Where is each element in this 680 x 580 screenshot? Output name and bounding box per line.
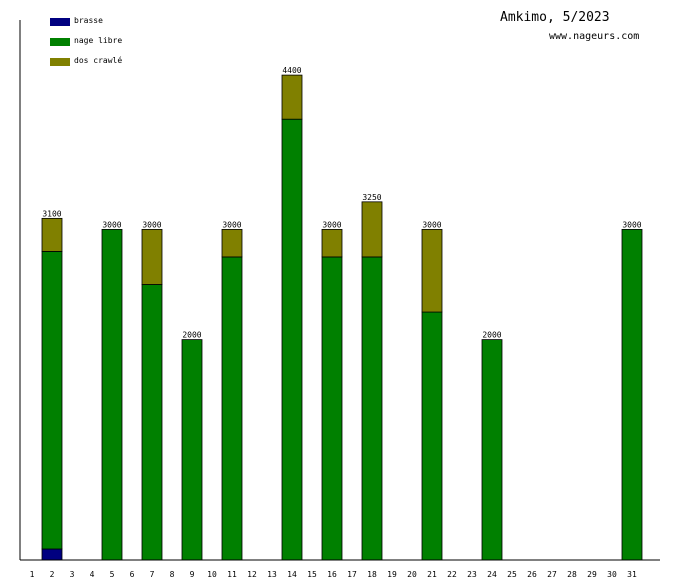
bar-segment xyxy=(361,201,383,258)
bar-segment xyxy=(141,228,163,285)
bar-segment xyxy=(321,228,343,258)
x-tick-label: 21 xyxy=(427,570,437,579)
x-tick-label: 30 xyxy=(607,570,617,579)
x-tick-label: 23 xyxy=(467,570,477,579)
bar-segment xyxy=(181,339,203,561)
x-tick-label: 27 xyxy=(547,570,557,579)
x-tick-label: 2 xyxy=(50,570,55,579)
bars-group xyxy=(41,74,643,561)
x-tick-label: 26 xyxy=(527,570,537,579)
value-labels-group: 3100 3000 3000 2000 3000 4400 3000 3250 3000 2000… xyxy=(42,66,641,339)
bar-segment xyxy=(421,228,443,313)
data-label: 4400 xyxy=(282,66,301,75)
data-label: 3250 xyxy=(362,193,381,202)
x-tick-label: 22 xyxy=(447,570,457,579)
x-tick-label: 7 xyxy=(150,570,155,579)
bar-segment xyxy=(481,339,503,561)
legend-label-brasse: brasse xyxy=(74,16,103,25)
legend-label-dos-crawle: dos crawlé xyxy=(74,56,123,65)
x-tick-label: 18 xyxy=(367,570,377,579)
x-tick-label: 8 xyxy=(170,570,175,579)
data-label: 3000 xyxy=(222,220,241,229)
legend-swatch-dos-crawle xyxy=(50,58,70,66)
x-tick-label: 4 xyxy=(90,570,95,579)
legend-swatch-nage-libre xyxy=(50,38,70,46)
bar-segment xyxy=(41,217,63,252)
bar-segment xyxy=(101,228,123,561)
x-tick-label: 28 xyxy=(567,570,577,579)
x-tick-label: 31 xyxy=(627,570,637,579)
x-tick-label: 9 xyxy=(190,570,195,579)
x-tick-label: 11 xyxy=(227,570,237,579)
data-label: 3000 xyxy=(102,220,121,229)
bar-segment xyxy=(621,228,643,561)
x-tick-label: 12 xyxy=(247,570,257,579)
legend-label-nage-libre: nage libre xyxy=(74,36,123,45)
x-tick-labels-group: 1 2 3 4 5 6 7 8 9 10 11 12 13 14 15 16 17 18 19 20 21 22 23 24 2… xyxy=(30,570,637,579)
bar-segment xyxy=(361,256,383,561)
x-tick-label: 1 xyxy=(30,570,35,579)
data-label: 3100 xyxy=(42,209,61,218)
x-tick-label: 14 xyxy=(287,570,297,579)
chart-subtitle: www.nageurs.com xyxy=(549,31,640,42)
x-tick-label: 3 xyxy=(70,570,75,579)
data-label: 2000 xyxy=(182,331,201,340)
legend-swatch-brasse xyxy=(50,18,70,26)
x-tick-label: 6 xyxy=(130,570,135,579)
x-tick-label: 16 xyxy=(327,570,337,579)
x-tick-label: 5 xyxy=(110,570,115,579)
x-tick-label: 10 xyxy=(207,570,217,579)
bar-segment xyxy=(141,284,163,561)
x-tick-label: 15 xyxy=(307,570,317,579)
x-tick-label: 17 xyxy=(347,570,357,579)
chart-title: Amkimo, 5/2023 xyxy=(500,10,610,25)
x-tick-label: 29 xyxy=(587,570,597,579)
bar-segment xyxy=(41,251,63,550)
x-tick-label: 24 xyxy=(487,570,497,579)
bar-segment xyxy=(221,228,243,258)
data-label: 3000 xyxy=(142,220,161,229)
bar-segment xyxy=(41,548,63,561)
data-label: 3000 xyxy=(622,220,641,229)
x-tick-label: 13 xyxy=(267,570,277,579)
bar-segment xyxy=(221,256,243,561)
bar-segment xyxy=(281,118,303,561)
bar-segment xyxy=(281,74,303,120)
x-tick-label: 20 xyxy=(407,570,417,579)
data-label: 3000 xyxy=(422,220,441,229)
data-label: 3000 xyxy=(322,220,341,229)
x-tick-label: 19 xyxy=(387,570,397,579)
x-tick-label: 25 xyxy=(507,570,517,579)
bar-segment xyxy=(421,311,443,561)
bar-segment xyxy=(321,256,343,561)
data-label: 2000 xyxy=(482,331,501,340)
